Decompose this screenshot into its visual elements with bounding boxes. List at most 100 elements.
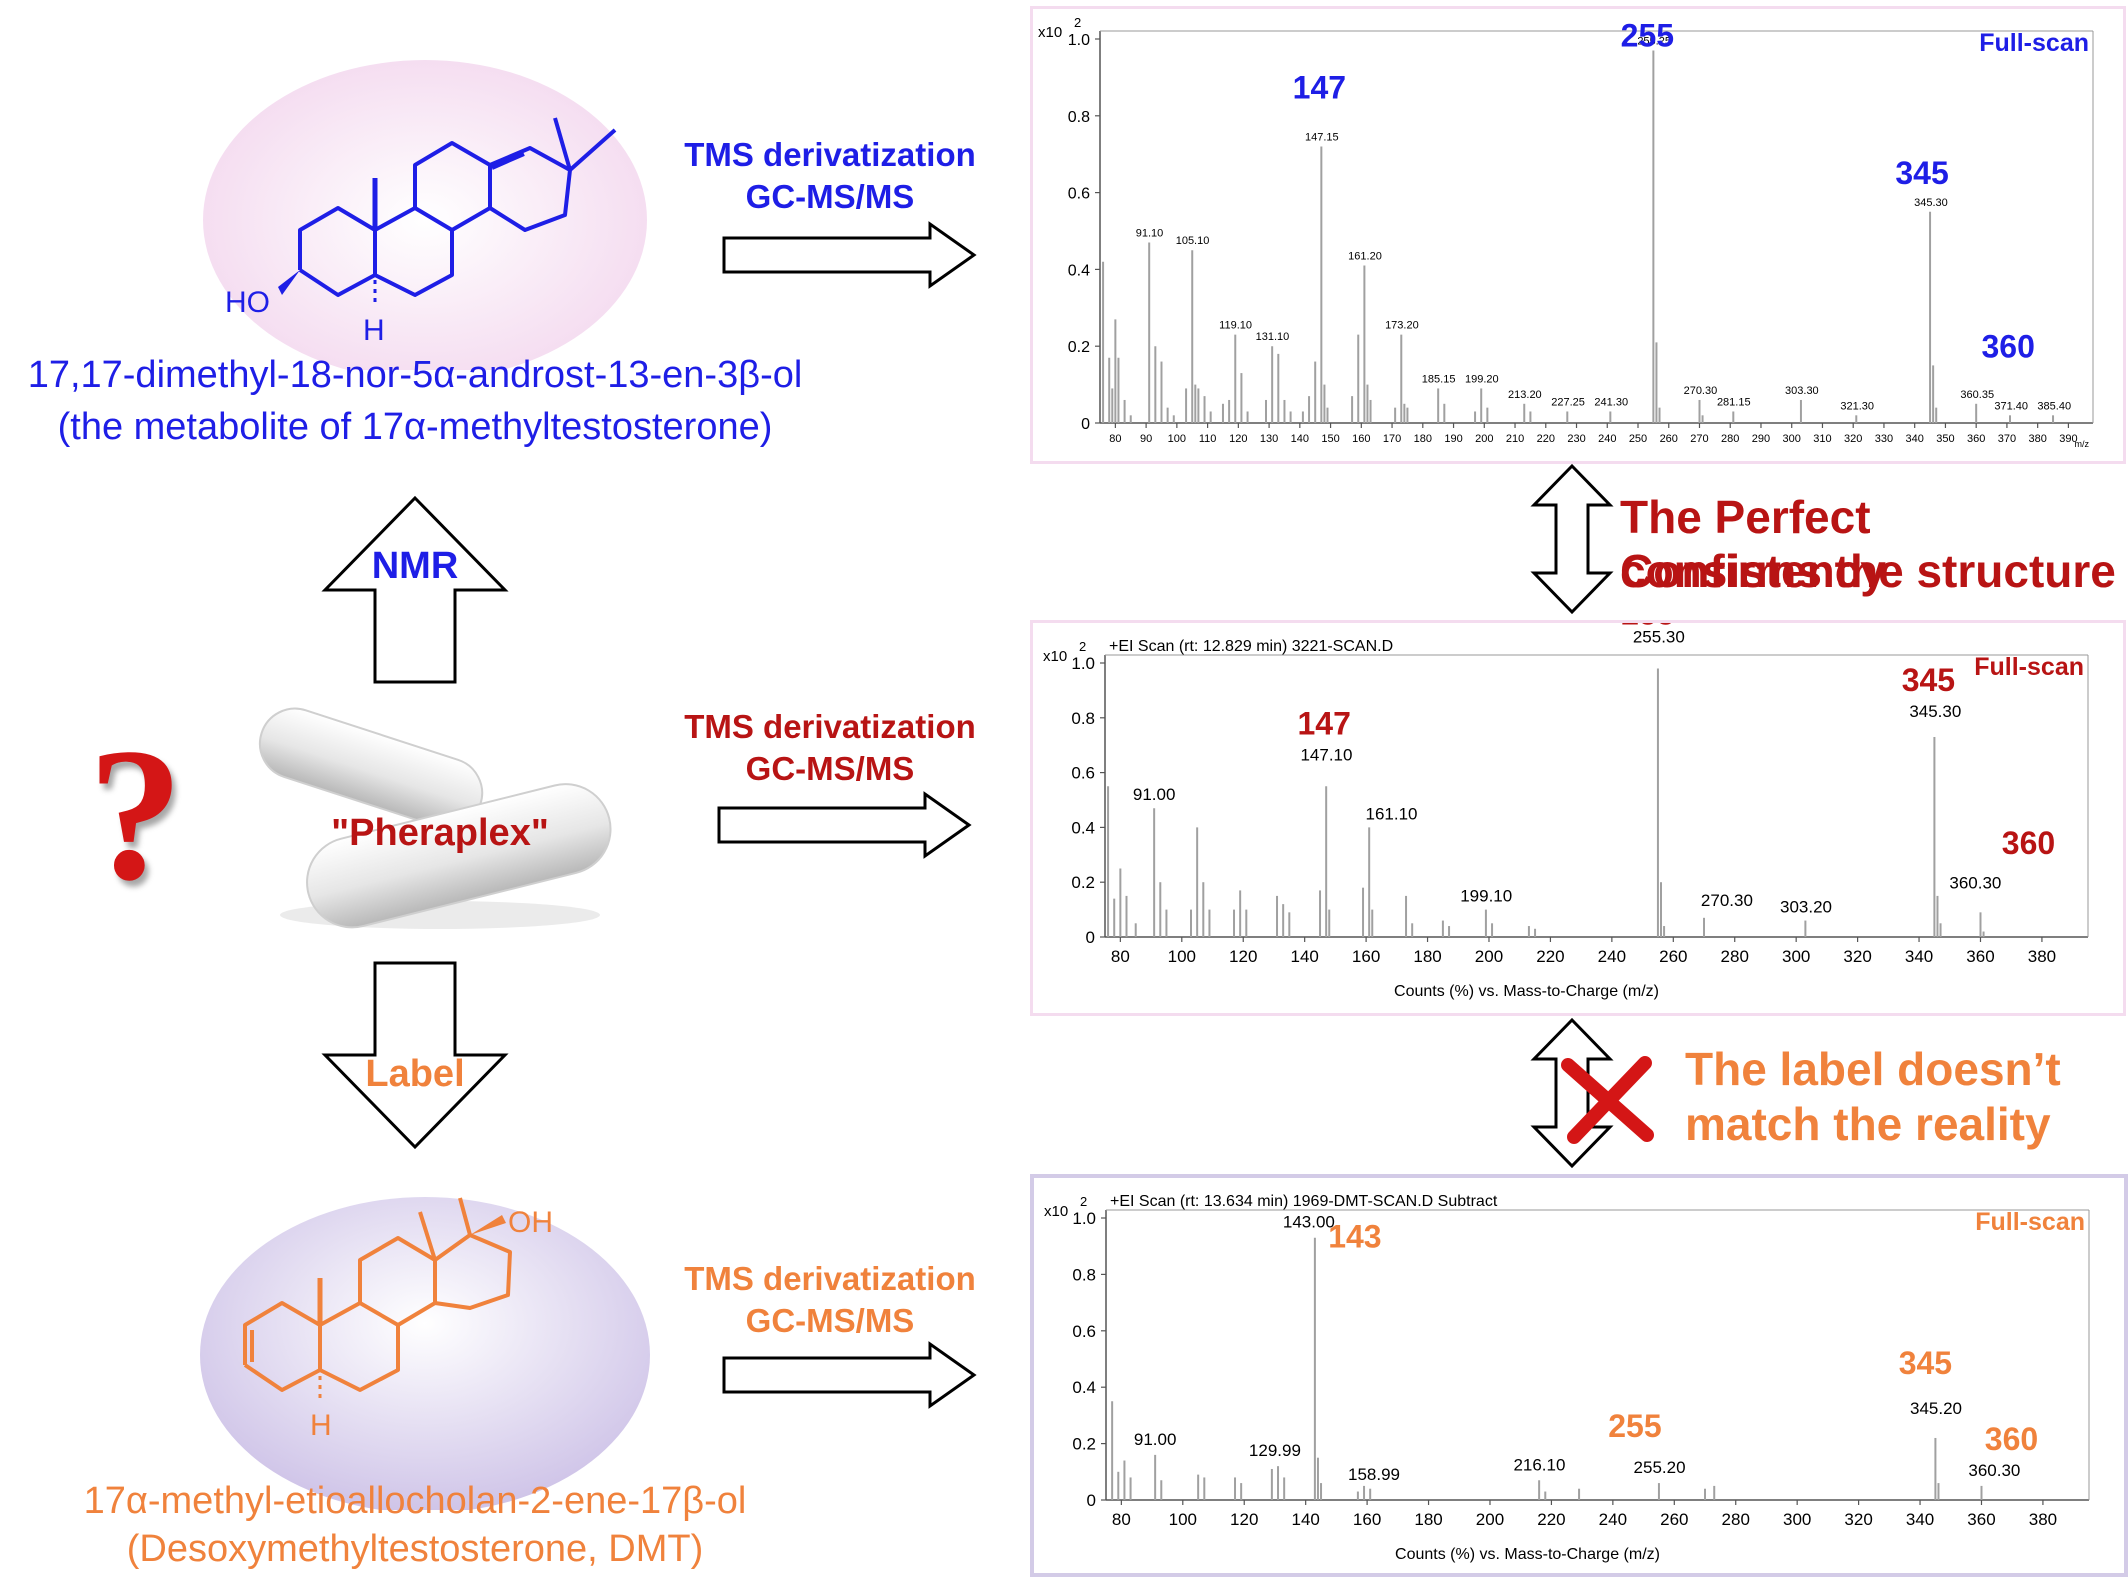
top-molecule-name-line2: (the metabolite of 17α-methyltestosteron…	[57, 406, 773, 448]
x-tick-label: 370	[1998, 433, 2016, 445]
x-tick-label: 380	[2028, 947, 2056, 966]
x-tick-label: 340	[1906, 1510, 1934, 1529]
x-tick-label: 250	[1629, 433, 1647, 445]
y-tick-label: 0.8	[1068, 109, 1090, 126]
x-tick-label: 320	[1844, 1510, 1872, 1529]
x-tick-label: 320	[1844, 433, 1862, 445]
peak-value-label: 199.20	[1465, 373, 1499, 385]
peak-value-label: 303.20	[1780, 898, 1832, 917]
y-exponent-label: 2	[1080, 1194, 1087, 1209]
x-unit-label: m/z	[2075, 439, 2090, 449]
bottom-molecule-name-line1: 17α-methyl-etioallocholan-2-ene-17β-ol	[83, 1480, 747, 1522]
spectrum-panel-top: x10 2 0 0.2 0.4 0.6 0.8 1.0 80 90 100 110 120 130 140 1…	[1030, 6, 2126, 464]
peak-value-label: 91.10	[1136, 228, 1164, 240]
y-tick-label: 1.0	[1072, 1209, 1096, 1228]
y-tick-label: 0.6	[1071, 764, 1095, 783]
peak-value-label: 105.10	[1176, 235, 1210, 247]
x-tick-label: 260	[1660, 1510, 1688, 1529]
x-tick-label: 220	[1537, 433, 1555, 445]
spectrum-panel-bottom: x10 2 0 0.2 0.4 0.6 0.8 1.0 80 100 120 140 160 180 200…	[1030, 1174, 2128, 1577]
x-tick-label: 360	[1967, 1510, 1995, 1529]
y-multiplier-label: x10	[1043, 648, 1067, 665]
x-tick-label: 160	[1353, 1510, 1381, 1529]
consistency-message-line2: Confirms the structure	[1620, 545, 2116, 597]
spectrum-chart-top: x10 2 0 0.2 0.4 0.6 0.8 1.0 80 90 100 110 120 130 140 1…	[1038, 15, 2094, 449]
x-tick-label: 200	[1475, 947, 1503, 966]
question-mark-icon: ?	[88, 710, 183, 920]
ion-mz-label: 360	[2002, 825, 2055, 861]
middle-method-line1: TMS derivatization	[684, 708, 976, 745]
x-tick-label: 210	[1506, 433, 1524, 445]
top-molecule-name-line1: 17,17-dimethyl-18-nor-5α-androst-13-en-3…	[27, 354, 803, 396]
x-tick-label: 300	[1782, 947, 1810, 966]
peak-value-label: 161.10	[1365, 804, 1417, 823]
y-tick-label: 1.0	[1068, 32, 1090, 49]
x-tick-label: 270	[1690, 433, 1708, 445]
scan-mode-label: Full-scan	[1975, 1208, 2085, 1236]
nmr-up-arrow	[321, 495, 509, 684]
peak-value-label: 199.10	[1460, 887, 1512, 906]
x-tick-label: 240	[1599, 1510, 1627, 1529]
y-exponent-label: 2	[1079, 639, 1086, 654]
x-tick-label: 140	[1290, 947, 1318, 966]
x-tick-label: 130	[1260, 433, 1278, 445]
peak-value-label: 91.00	[1134, 1430, 1177, 1449]
bottom-right-arrow	[722, 1341, 977, 1409]
x-tick-label: 380	[2028, 433, 2046, 445]
x-tick-label: 200	[1475, 433, 1493, 445]
y-tick-label: 0.8	[1072, 1265, 1096, 1284]
y-tick-label: 0.4	[1071, 818, 1095, 837]
y-tick-label: 0.6	[1068, 186, 1090, 203]
mismatch-message-line2: match the reality	[1685, 1098, 2051, 1150]
x-tick-label: 140	[1291, 433, 1309, 445]
peak-value-label: 185.15	[1422, 373, 1456, 385]
ion-mz-label: 255	[1608, 1408, 1661, 1444]
top-right-arrow	[722, 221, 977, 289]
peak-value-label: 360.30	[1949, 873, 2001, 892]
ion-mz-label: 255	[1621, 18, 1674, 54]
bottom-h-label: H	[310, 1409, 332, 1442]
x-tick-label: 80	[1109, 433, 1121, 445]
scan-info-label: +EI Scan (rt: 12.829 min) 3221-SCAN.D	[1109, 638, 1393, 655]
peak-value-label: 227.25	[1551, 396, 1585, 408]
peak-value-label: 131.10	[1256, 331, 1290, 343]
bottom-method-line1: TMS derivatization	[684, 1260, 976, 1297]
x-tick-label: 160	[1352, 433, 1370, 445]
y-tick-label: 0	[1087, 1491, 1096, 1510]
x-tick-label: 80	[1111, 947, 1130, 966]
y-tick-label: 0	[1086, 928, 1095, 947]
cross-mark-icon	[1561, 1056, 1654, 1144]
ion-mz-label: 345	[1902, 662, 1955, 698]
x-tick-label: 390	[2059, 433, 2077, 445]
x-tick-label: 380	[2029, 1510, 2057, 1529]
peak-value-label: 255.20	[1634, 1458, 1686, 1477]
peak-value-label: 321.30	[1840, 400, 1874, 412]
mismatch-double-arrow	[1530, 1017, 1614, 1169]
peak-value-label: 281.15	[1717, 396, 1751, 408]
ion-mz-label: 345	[1895, 155, 1948, 191]
x-tick-label: 360	[1966, 947, 1994, 966]
capsule-pills-icon	[258, 707, 612, 929]
product-label: "Pheraplex"	[331, 812, 549, 854]
x-tick-label: 120	[1230, 1510, 1258, 1529]
ion-mz-label: 360	[1985, 1421, 2038, 1457]
ho-label: HO	[225, 286, 270, 319]
scan-info-label: +EI Scan (rt: 13.634 min) 1969-DMT-SCAN.…	[1110, 1193, 1498, 1210]
consistency-message-line1: The Perfect consistency	[1620, 491, 1886, 597]
y-tick-label: 0.2	[1071, 873, 1095, 892]
x-tick-label: 180	[1414, 1510, 1442, 1529]
x-tick-label: 350	[1936, 433, 1954, 445]
peak-value-label: 303.30	[1785, 385, 1819, 397]
x-axis-title: Counts (%) vs. Mass-to-Charge (m/z)	[1395, 1546, 1660, 1563]
bottom-molecule-structure: OH H	[200, 1197, 650, 1510]
x-axis-title: Counts (%) vs. Mass-to-Charge (m/z)	[1394, 983, 1659, 1000]
scan-mode-label: Full-scan	[1979, 29, 2089, 57]
spectrum-panel-middle: x10 2 0 0.2 0.4 0.6 0.8 1.0 80 100 120 140 160 180 200…	[1030, 595, 2126, 1016]
ion-mz-label: 360	[1981, 328, 2034, 364]
peak-value-label: 241.30	[1594, 396, 1628, 408]
peak-value-label: 158.99	[1348, 1465, 1400, 1484]
ion-mz-label: 143	[1328, 1219, 1381, 1255]
peak-value-label: 129.99	[1249, 1441, 1301, 1460]
mismatch-message-line1: The label doesn’t	[1685, 1043, 2061, 1095]
peak-value-label: 371.40	[1994, 400, 2028, 412]
